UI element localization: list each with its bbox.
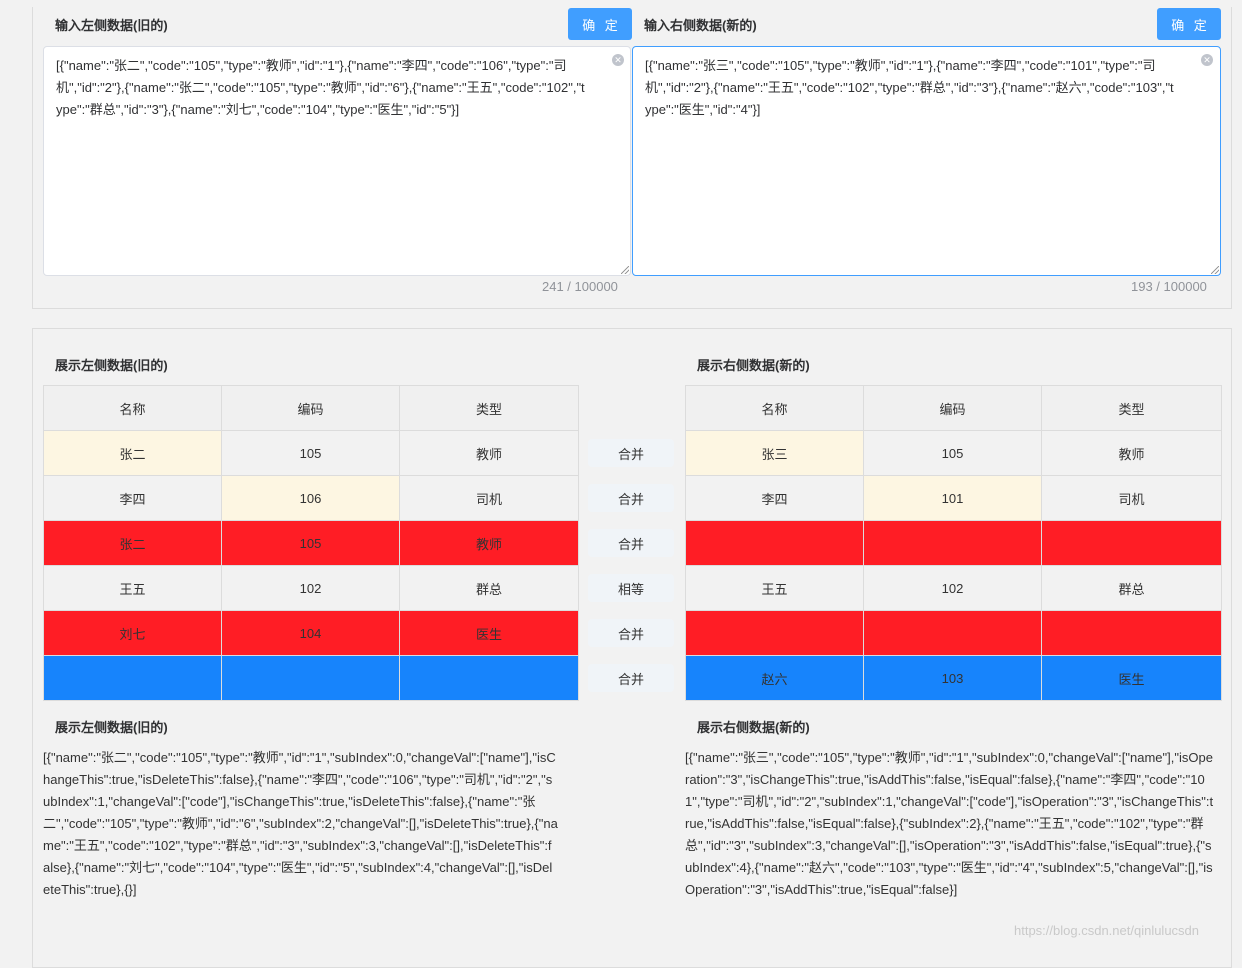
table-row: 王五 102 群总 [685,565,1222,611]
left-cell-name: 李四 [43,475,222,521]
table-row: 刘七 104 医生 [43,610,579,656]
merge-button[interactable]: 合并 [588,664,674,692]
right-cell-type [1041,610,1222,656]
right-input-label: 输入右侧数据(新的) [644,18,757,33]
watermark: https://blog.csdn.net/qinlulucsdn [1014,923,1200,938]
right-result-json: [{"name":"张三","code":"105","type":"教师","… [685,750,1214,897]
right-data-table: 名称 编码 类型 张三 105 教师 李四 101 司机 王五 102 群总 赵六 103 医生 [685,385,1222,701]
table-row [43,655,579,701]
right-cell-type: 司机 [1041,475,1222,521]
left-cell-type: 司机 [399,475,579,521]
table-row: 张三 105 教师 [685,430,1222,476]
left-result-title: 展示左侧数据(旧的) [55,720,168,735]
right-cell-name: 李四 [685,475,864,521]
left-cell-code [221,655,400,701]
table-row: 张二 105 教师 [43,430,579,476]
left-cell-code: 102 [221,565,400,611]
merge-button[interactable]: 合并 [588,529,674,557]
table-row: 王五 102 群总 [43,565,579,611]
left-cell-type: 教师 [399,520,579,566]
equal-button[interactable]: 相等 [588,574,674,602]
left-result-json: [{"name":"张二","code":"105","type":"教师","… [43,750,558,897]
right-cell-type: 医生 [1041,655,1222,701]
left-table-header: 名称 编码 类型 [43,385,579,431]
merge-button[interactable]: 合并 [588,619,674,647]
table-row [685,610,1222,656]
merge-button[interactable]: 合并 [588,439,674,467]
column-header-code: 编码 [221,385,400,431]
left-cell-code: 104 [221,610,400,656]
right-resize-handle-icon[interactable] [1211,266,1219,274]
left-cell-name: 张二 [43,520,222,566]
column-header-code: 编码 [863,385,1042,431]
column-header-type: 类型 [1041,385,1222,431]
column-header-name: 名称 [43,385,222,431]
right-data-textarea[interactable]: [{"name":"张三","code":"105","type":"教师","… [632,46,1221,276]
left-cell-code: 105 [221,520,400,566]
left-cell-type: 教师 [399,430,579,476]
table-row: 李四 106 司机 [43,475,579,521]
right-cell-type: 群总 [1041,565,1222,611]
left-cell-code: 106 [221,475,400,521]
left-resize-handle-icon[interactable] [621,266,629,274]
right-cell-name [685,520,864,566]
left-clear-icon[interactable]: ✕ [612,54,624,66]
right-cell-code: 103 [863,655,1042,701]
right-display-title: 展示右侧数据(新的) [697,358,810,373]
left-cell-type: 群总 [399,565,579,611]
right-textarea-value: [{"name":"张三","code":"105","type":"教师","… [645,58,1174,117]
table-row: 张二 105 教师 [43,520,579,566]
left-cell-type [399,655,579,701]
right-cell-code: 102 [863,565,1042,611]
right-cell-code: 101 [863,475,1042,521]
right-cell-name [685,610,864,656]
right-cell-type: 教师 [1041,430,1222,476]
left-textarea-value: [{"name":"张二","code":"105","type":"教师","… [56,58,585,117]
left-cell-name [43,655,222,701]
right-confirm-button[interactable]: 确 定 [1157,8,1221,40]
right-cell-type [1041,520,1222,566]
right-result-title: 展示右侧数据(新的) [697,720,810,735]
right-cell-code [863,520,1042,566]
right-char-counter: 193 / 100000 [1131,279,1207,294]
table-row [685,520,1222,566]
column-header-name: 名称 [685,385,864,431]
left-cell-name: 张二 [43,430,222,476]
left-cell-name: 王五 [43,565,222,611]
left-confirm-button[interactable]: 确 定 [568,8,632,40]
left-char-counter: 241 / 100000 [542,279,618,294]
right-cell-code: 105 [863,430,1042,476]
table-row: 李四 101 司机 [685,475,1222,521]
left-data-table: 名称 编码 类型 张二 105 教师 李四 106 司机 张二 105 教师 王五 102 群总 刘七 1… [43,385,579,701]
left-data-textarea[interactable]: [{"name":"张二","code":"105","type":"教师","… [43,46,631,276]
right-cell-name: 张三 [685,430,864,476]
column-header-type: 类型 [399,385,579,431]
right-cell-name: 王五 [685,565,864,611]
left-display-title: 展示左侧数据(旧的) [55,358,168,373]
left-cell-type: 医生 [399,610,579,656]
left-cell-code: 105 [221,430,400,476]
right-clear-icon[interactable]: ✕ [1201,54,1213,66]
right-cell-name: 赵六 [685,655,864,701]
right-table-header: 名称 编码 类型 [685,385,1222,431]
left-input-label: 输入左侧数据(旧的) [55,18,168,33]
merge-button[interactable]: 合并 [588,484,674,512]
right-cell-code [863,610,1042,656]
table-row: 赵六 103 医生 [685,655,1222,701]
left-cell-name: 刘七 [43,610,222,656]
